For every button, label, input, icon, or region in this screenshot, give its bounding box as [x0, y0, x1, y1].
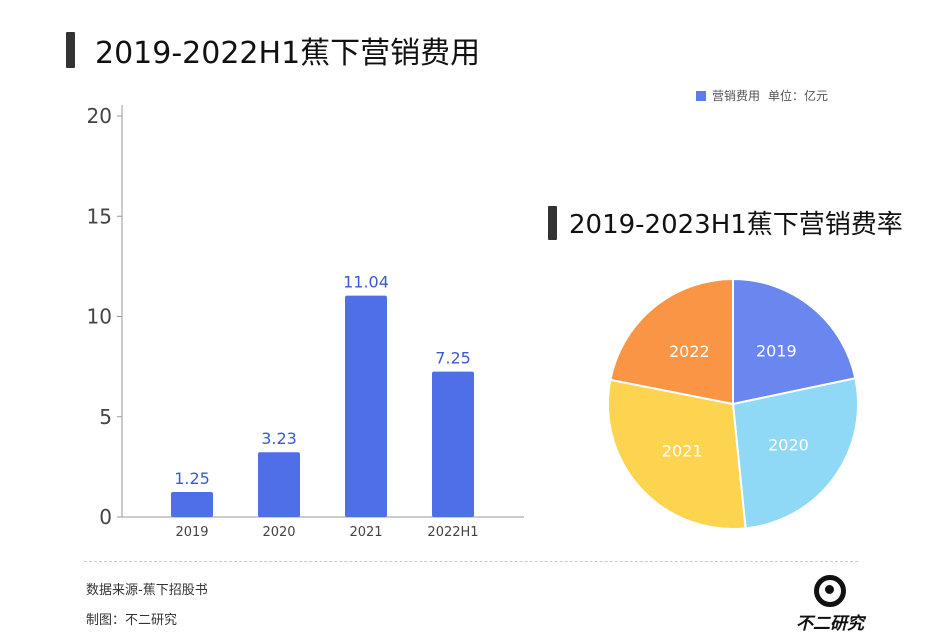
bar-2019 [171, 491, 213, 517]
data-source: 数据来源-蕉下招股书 [86, 583, 208, 598]
logo-icon [814, 575, 846, 607]
x-tick-label-2022H1: 2022H1 [427, 525, 478, 540]
bar-2020 [258, 452, 300, 517]
data-label-2019: 1.25 [174, 469, 210, 488]
y-tick-label: 0 [99, 505, 112, 529]
legend-swatch [696, 90, 706, 101]
pie-chart-title-text: 2019-2023H1蕉下营销费率 [569, 210, 903, 240]
divider [84, 561, 858, 562]
brand-logo: 不二研究 [784, 575, 876, 634]
pie-slice-2020 [731, 377, 859, 530]
pie-chart-title: 2019-2023H1蕉下营销费率 [548, 204, 903, 241]
y-tick-label: 10 [87, 305, 112, 329]
chart-maker: 制图：不二研究 [86, 613, 178, 628]
pie-label-2022: 2022 [669, 342, 710, 361]
pie-slice-2022 [609, 277, 734, 406]
pie-label-2021: 2021 [662, 441, 703, 460]
pie-label-2020: 2020 [768, 436, 809, 455]
data-label-2022H1: 7.25 [435, 349, 471, 368]
data-label-2021: 11.04 [343, 273, 389, 292]
data-label-2020: 3.23 [261, 429, 297, 448]
pie-slice-2019 [732, 277, 857, 406]
logo-text: 不二研究 [796, 614, 864, 634]
bar-2022H1 [432, 371, 474, 517]
y-tick-label: 20 [87, 104, 112, 128]
title-accent [548, 205, 557, 240]
pie-slice-2021 [607, 378, 747, 530]
pie-label-2019: 2019 [756, 342, 797, 361]
title-accent [66, 32, 75, 68]
bar-chart-title: 2019-2022H1蕉下营销费用 [66, 28, 480, 72]
legend-label: 营销费用 [712, 89, 761, 103]
legend: 营销费用 单位：亿元 [696, 87, 828, 104]
bar-chart-title-text: 2019-2022H1蕉下营销费用 [95, 36, 481, 71]
y-tick-label: 5 [99, 405, 112, 429]
x-tick-label-2020: 2020 [262, 525, 295, 540]
x-tick-label-2019: 2019 [175, 525, 208, 540]
bar-2021 [345, 295, 387, 517]
unit-label: 单位：亿元 [768, 89, 829, 103]
x-tick-label-2021: 2021 [349, 525, 382, 540]
y-tick-label: 15 [87, 204, 112, 228]
